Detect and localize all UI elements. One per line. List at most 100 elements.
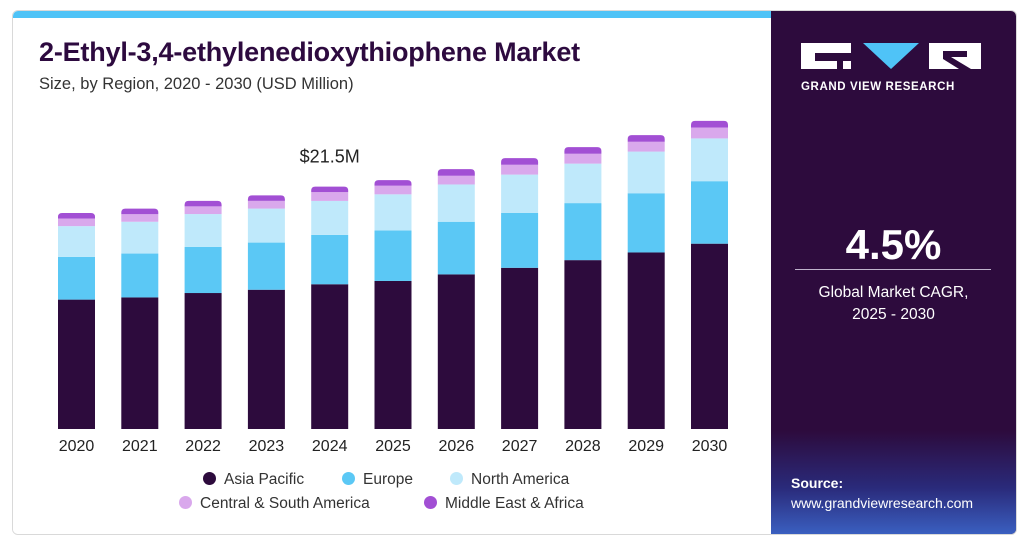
x-tick-label: 2030 xyxy=(692,438,728,455)
bar-stack-2021 xyxy=(121,208,159,429)
bar-segment xyxy=(247,289,285,429)
divider xyxy=(795,269,991,270)
source-label: Source: xyxy=(791,475,844,491)
chart-subtitle: Size, by Region, 2020 - 2030 (USD Millio… xyxy=(39,75,354,93)
accent-bar xyxy=(13,11,771,18)
bar-segment xyxy=(627,252,665,429)
x-tick-label: 2025 xyxy=(375,438,411,455)
bar-segment xyxy=(247,200,285,209)
bar-segment xyxy=(691,243,728,429)
chart-panel: 2-Ethyl-3,4-ethylenedioxythiophene Marke… xyxy=(13,11,771,534)
bar-stack-2030 xyxy=(691,120,728,429)
bar-segment xyxy=(564,163,602,204)
bar-stack-2022 xyxy=(184,200,222,429)
x-tick-label: 2026 xyxy=(439,438,475,455)
bar-stack-2027 xyxy=(501,158,539,429)
bar-segment xyxy=(184,206,222,215)
legend-item: Middle East & Africa xyxy=(424,495,584,513)
bar-segment xyxy=(501,158,539,165)
legend-label: Asia Pacific xyxy=(224,471,305,488)
bar-stack-2026 xyxy=(437,169,475,429)
bar-segment xyxy=(58,256,95,300)
bar-segment xyxy=(247,208,285,243)
bar-segment xyxy=(564,147,602,154)
x-tick-label: 2020 xyxy=(59,438,95,455)
bar-stack-2025 xyxy=(374,180,412,429)
bar-segment xyxy=(121,221,159,254)
bar-segment xyxy=(501,267,539,429)
bar-segment xyxy=(184,200,222,207)
source-url[interactable]: www.grandviewresearch.com xyxy=(791,495,974,511)
data-label: $21.5M xyxy=(300,147,360,167)
bar-segment xyxy=(311,186,349,193)
legend-item: Asia Pacific xyxy=(203,471,304,489)
bar-segment xyxy=(58,218,95,227)
legend-swatch xyxy=(203,472,216,485)
grand-view-research-logo-icon xyxy=(801,43,981,69)
x-tick-label: 2024 xyxy=(312,438,348,455)
bar-segment xyxy=(437,169,475,176)
bar-segment xyxy=(627,193,665,253)
bar-segment xyxy=(437,274,475,429)
chart-title: 2-Ethyl-3,4-ethylenedioxythiophene Marke… xyxy=(39,37,580,67)
cagr-value: 4.5% xyxy=(845,221,942,268)
bar-segment xyxy=(121,253,159,298)
bar-segment xyxy=(374,185,412,195)
bar-stack-2020 xyxy=(58,212,95,429)
bar-segment xyxy=(58,299,95,429)
bar-segment xyxy=(691,120,728,128)
brand-name: GRAND VIEW RESEARCH xyxy=(801,81,955,93)
bar-segment xyxy=(501,174,539,213)
bar-segment xyxy=(437,221,475,275)
bar-segment xyxy=(247,242,285,290)
bar-segment xyxy=(564,203,602,261)
legend-item: Europe xyxy=(342,471,413,489)
legend-label: North America xyxy=(471,471,570,488)
x-tick-label: 2028 xyxy=(565,438,601,455)
bar-segment xyxy=(627,135,665,142)
bar-segment xyxy=(374,194,412,231)
bar-stack-2024 xyxy=(311,186,349,429)
bar-segment xyxy=(58,212,95,219)
bar-segment xyxy=(121,214,159,222)
legend-item: Central & South America xyxy=(179,495,370,513)
x-tick-label: 2023 xyxy=(249,438,285,455)
bar-segment xyxy=(691,127,728,139)
bar-segment xyxy=(627,151,665,194)
legend-label: Central & South America xyxy=(200,495,370,512)
x-tick-label: 2027 xyxy=(502,438,538,455)
bar-segment xyxy=(374,180,412,186)
bar-segment xyxy=(121,297,159,429)
stacked-bar-chart: 2020 2021 2022 2023 2024 $21.5M 2025 2026 2027 20… xyxy=(58,120,728,455)
bar-segment xyxy=(374,230,412,281)
bar-segment xyxy=(311,192,349,201)
bar-segment xyxy=(58,226,95,257)
bar-segment xyxy=(627,141,665,152)
bar-segment xyxy=(184,214,222,247)
bar-segment xyxy=(311,200,349,235)
bar-segment xyxy=(691,181,728,244)
bar-stack-2028 xyxy=(564,147,602,429)
bar-segment xyxy=(184,246,222,294)
legend-item: North America xyxy=(450,471,569,489)
bar-segment xyxy=(437,175,475,185)
source-background xyxy=(771,431,1016,534)
x-tick-label: 2029 xyxy=(628,438,664,455)
bar-segment xyxy=(247,195,285,201)
cagr-label-line2: 2025 - 2030 xyxy=(852,306,935,323)
bar-segment xyxy=(184,293,222,429)
bar-segment xyxy=(311,284,349,429)
bar-segment xyxy=(501,164,539,175)
legend-swatch xyxy=(450,472,463,485)
x-tick-label: 2022 xyxy=(185,438,221,455)
x-tick-label: 2021 xyxy=(122,438,158,455)
legend-swatch xyxy=(179,496,192,509)
infographic-card: 2-Ethyl-3,4-ethylenedioxythiophene Marke… xyxy=(12,10,1017,535)
bar-stack-2023 xyxy=(247,195,285,429)
bar-segment xyxy=(121,208,159,215)
bar-segment xyxy=(691,138,728,182)
bar-segment xyxy=(501,212,539,268)
bar-stack-2029 xyxy=(627,135,665,429)
legend-swatch xyxy=(342,472,355,485)
bar-segment xyxy=(311,234,349,285)
